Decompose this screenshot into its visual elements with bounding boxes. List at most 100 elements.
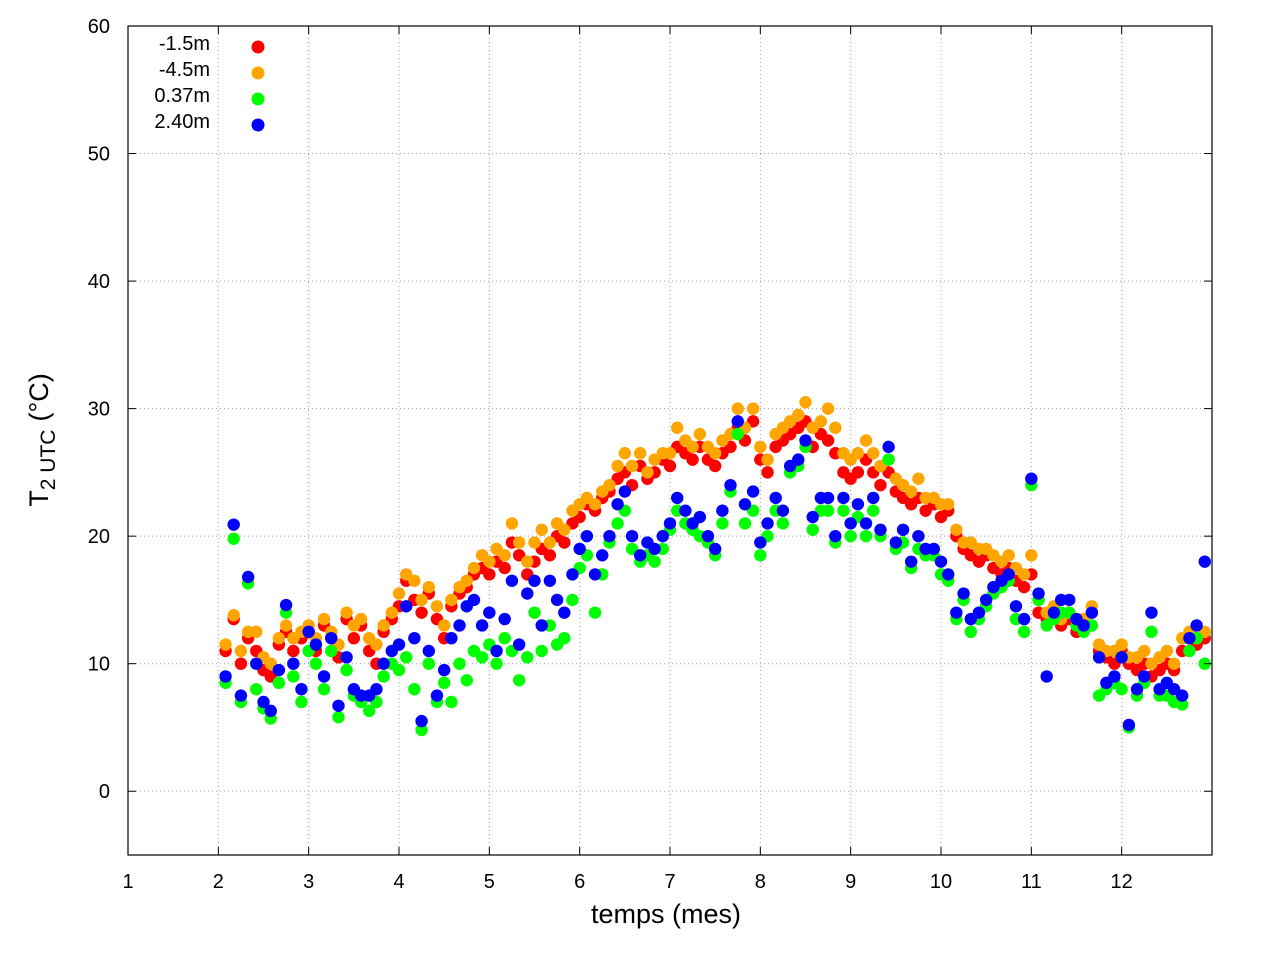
x-tick-label: 7: [664, 871, 675, 893]
data-point: [1025, 549, 1038, 562]
data-point: [422, 644, 436, 658]
data-point: [467, 593, 481, 607]
data-point: [829, 529, 842, 543]
data-point: [272, 676, 286, 690]
data-point: [618, 485, 632, 498]
data-point: [1040, 670, 1053, 683]
data-point: [1138, 644, 1151, 658]
data-point: [596, 549, 609, 562]
data-point: [656, 529, 669, 543]
data-point: [362, 704, 376, 718]
legend-marker: [251, 118, 265, 132]
data-point: [882, 440, 895, 454]
data-point: [934, 555, 948, 568]
data-point: [912, 472, 925, 485]
data-point: [942, 568, 955, 581]
data-point: [498, 631, 511, 645]
data-point: [498, 561, 511, 575]
data-point: [498, 612, 511, 626]
y-axis-title-main: T: [24, 490, 54, 507]
x-tick-label: 2: [213, 871, 224, 893]
y-tick-label: 10: [88, 654, 110, 676]
data-point: [445, 593, 458, 607]
data-point: [422, 657, 436, 670]
data-point: [430, 600, 444, 613]
data-point: [792, 453, 805, 466]
data-point: [483, 568, 496, 581]
data-point: [272, 663, 286, 677]
legend-marker: [251, 40, 265, 54]
data-point: [972, 606, 986, 619]
x-tick-label: 4: [393, 871, 404, 893]
data-point: [250, 683, 263, 696]
data-point: [633, 549, 647, 562]
data-point: [1017, 580, 1031, 594]
data-point: [498, 549, 511, 562]
legend-label: 0.37m: [154, 85, 210, 107]
data-point: [761, 453, 774, 466]
data-point: [671, 491, 684, 505]
data-point: [392, 587, 406, 600]
data-point: [535, 644, 548, 658]
legend-label: -4.5m: [159, 59, 210, 81]
data-point: [851, 447, 865, 460]
data-point: [896, 523, 910, 536]
data-point: [1063, 593, 1076, 607]
data-point: [415, 593, 428, 607]
data-point: [648, 542, 661, 556]
y-tick-label: 40: [88, 271, 110, 293]
data-point: [1175, 689, 1189, 702]
data-point: [325, 644, 338, 658]
data-point: [686, 453, 699, 466]
data-point: [234, 644, 248, 658]
data-point: [603, 478, 616, 492]
data-point: [867, 447, 880, 460]
data-point: [806, 523, 819, 536]
data-point: [1115, 638, 1128, 651]
y-tick-label: 50: [88, 144, 110, 166]
data-point: [437, 676, 451, 690]
data-point: [1047, 606, 1061, 619]
data-point: [543, 549, 557, 562]
data-point: [588, 606, 602, 619]
data-point: [746, 402, 760, 415]
data-point: [287, 644, 300, 658]
data-point: [1002, 549, 1015, 562]
data-point: [392, 663, 406, 677]
x-axis-title: temps (mes): [591, 899, 741, 929]
data-point: [1145, 606, 1158, 619]
data-point: [792, 408, 805, 422]
data-point: [708, 542, 722, 556]
data-point: [679, 504, 692, 517]
data-point: [611, 459, 624, 473]
data-point: [1167, 657, 1181, 670]
data-point: [716, 504, 729, 517]
x-tick-label: 12: [1111, 871, 1133, 893]
y-tick-label: 30: [88, 399, 110, 421]
data-point: [1077, 619, 1090, 632]
data-point: [505, 517, 519, 530]
data-point: [731, 415, 744, 428]
data-point: [227, 532, 240, 545]
data-point: [415, 606, 428, 619]
data-point: [558, 606, 571, 619]
data-point: [844, 517, 857, 530]
data-point: [566, 568, 579, 581]
data-point: [867, 504, 880, 517]
data-point: [844, 529, 857, 543]
legend-marker: [251, 92, 265, 106]
data-point: [979, 593, 993, 607]
data-point: [950, 523, 963, 536]
data-point: [490, 644, 503, 658]
series--4.5m: [219, 396, 1211, 670]
x-tick-label: 5: [484, 871, 495, 893]
data-point: [663, 447, 677, 460]
axis-ticks: [127, 25, 1212, 855]
data-point: [1145, 625, 1158, 639]
data-point: [317, 612, 331, 626]
data-point: [377, 670, 390, 683]
data-point: [625, 459, 639, 473]
data-point: [708, 459, 722, 473]
data-point: [460, 574, 473, 587]
y-tick-label: 20: [88, 526, 110, 548]
